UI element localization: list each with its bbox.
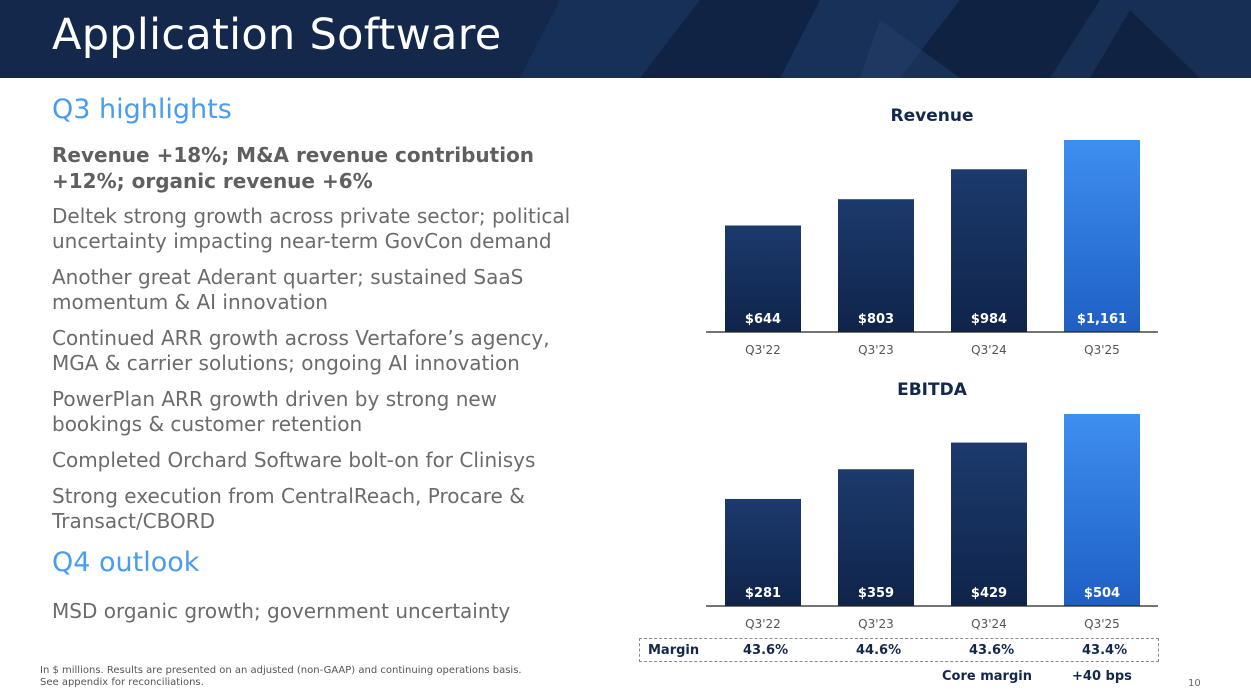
margin-value: 43.4%	[1082, 643, 1128, 658]
bar	[725, 498, 801, 606]
chart-title: EBITDA	[897, 380, 968, 400]
bar-value-label: $1,161	[1077, 312, 1127, 327]
margin-value: 44.6%	[856, 643, 902, 658]
outlook-item: MSD organic growth; government uncertain…	[52, 599, 511, 623]
core-margin-label: Core margin	[942, 669, 1032, 684]
footnote-line: See appendix for reconciliations.	[40, 677, 204, 688]
category-label: Q3'25	[1084, 343, 1120, 357]
highlights-heading: Q3 highlights	[52, 94, 232, 125]
page-title: Application Software	[52, 10, 502, 60]
category-label: Q3'23	[858, 617, 894, 631]
bar	[951, 442, 1027, 606]
footnote-line: In $ millions. Results are presented on …	[40, 665, 522, 676]
bar	[838, 199, 914, 332]
bar-value-label: $803	[858, 312, 894, 327]
bar-value-label: $359	[858, 586, 894, 601]
bar	[1064, 140, 1140, 332]
bar-value-label: $504	[1084, 586, 1120, 601]
highlight-item: PowerPlan ARR growth driven by strong ne…	[52, 387, 498, 436]
highlight-item: Deltek strong growth across private sect…	[52, 204, 571, 253]
highlight-item: Completed Orchard Software bolt-on for C…	[52, 448, 536, 472]
highlight-item: Another great Aderant quarter; sustained…	[52, 265, 524, 314]
category-label: Q3'22	[745, 343, 781, 357]
category-label: Q3'24	[971, 343, 1007, 357]
highlight-item: Strong execution from CentralReach, Proc…	[52, 484, 525, 533]
margin-label: Margin	[648, 643, 700, 658]
highlight-item: Continued ARR growth across Vertafore’s …	[52, 326, 550, 375]
footnote: In $ millions. Results are presented on …	[40, 665, 522, 689]
bar	[725, 225, 801, 332]
chart-title: Revenue	[891, 106, 974, 126]
highlights-panel: Q3 highlights Revenue +18%; M&A revenue …	[52, 92, 642, 635]
bar	[1064, 414, 1140, 606]
core-margin-value: +40 bps	[1072, 669, 1132, 684]
category-label: Q3'24	[971, 617, 1007, 631]
outlook-heading: Q4 outlook	[52, 547, 200, 578]
category-label: Q3'25	[1084, 617, 1120, 631]
category-label: Q3'22	[745, 617, 781, 631]
bar	[951, 169, 1027, 332]
page-number: 10	[1188, 678, 1201, 689]
bar-value-label: $281	[745, 586, 781, 601]
highlights-lead: Revenue +18%; M&A revenue contribution +…	[52, 143, 535, 193]
bar-value-label: $429	[971, 586, 1007, 601]
header-banner: Application Software	[0, 0, 1251, 78]
margin-value: 43.6%	[743, 643, 789, 658]
bar-value-label: $984	[971, 312, 1007, 327]
bar	[838, 469, 914, 606]
category-label: Q3'23	[858, 343, 894, 357]
bar-value-label: $644	[745, 312, 781, 327]
banner-pattern	[520, 0, 1251, 78]
margin-value: 43.6%	[969, 643, 1015, 658]
margin-row-box	[639, 638, 1159, 662]
